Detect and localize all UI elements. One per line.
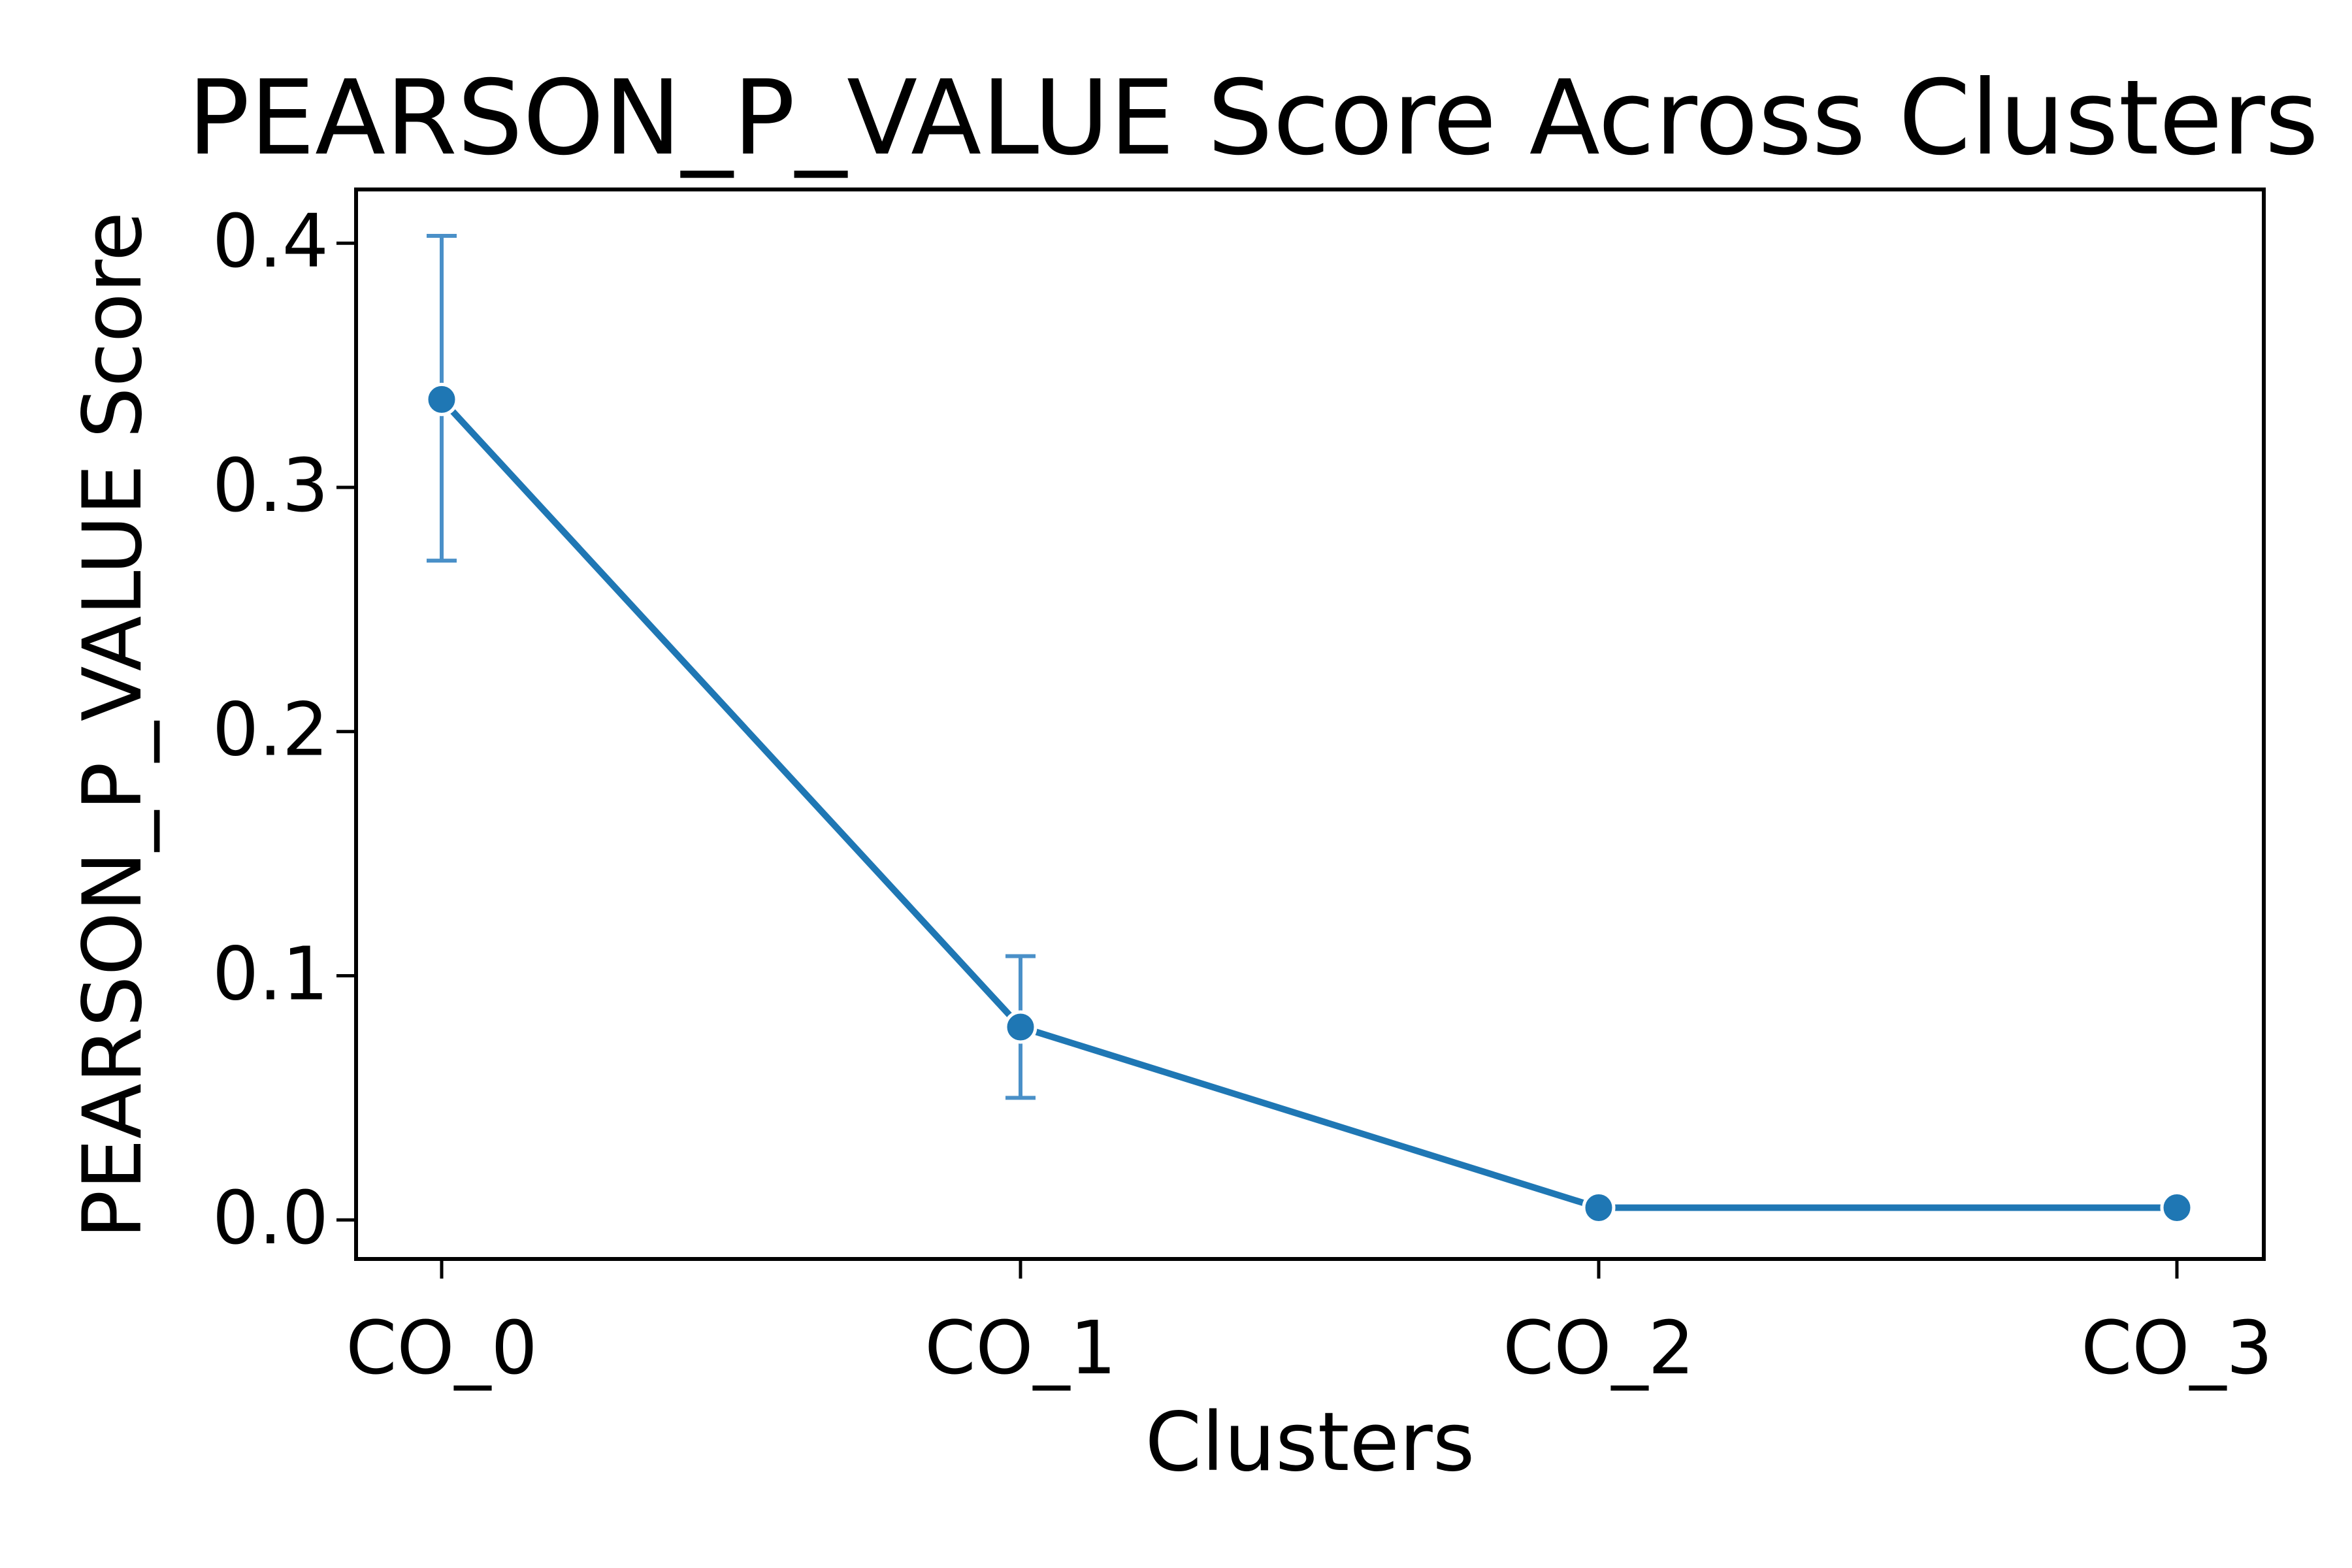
y-tick-label: 0.3 [212,444,329,529]
x-axis-label: Clusters [1145,1396,1475,1490]
series-line [438,396,2180,1211]
x-axis: CO_0 CO_1 CO_2 CO_3 [346,1259,2273,1391]
data-point [1582,1191,1616,1225]
x-tick-label: CO_0 [346,1306,538,1391]
data-point [1004,1010,1037,1044]
y-tick-label: 0.0 [212,1176,329,1261]
data-point [2160,1191,2194,1225]
series-layer [425,234,2194,1225]
x-tick-label: CO_1 [924,1306,1117,1391]
y-tick-label: 0.4 [212,199,329,284]
data-point [425,382,459,416]
plot-frame [354,188,2266,1261]
y-tick-label: 0.1 [212,932,329,1017]
chart-title: PEARSON_P_VALUE Score Across Clusters [188,58,2319,178]
y-axis-label: PEARSON_P_VALUE Score [66,212,160,1239]
x-tick-label: CO_3 [2081,1306,2273,1391]
y-axis: 0.0 0.1 0.2 0.3 0.4 [212,199,356,1261]
y-tick-label: 0.2 [212,688,329,773]
x-tick-label: CO_2 [1503,1306,1695,1391]
